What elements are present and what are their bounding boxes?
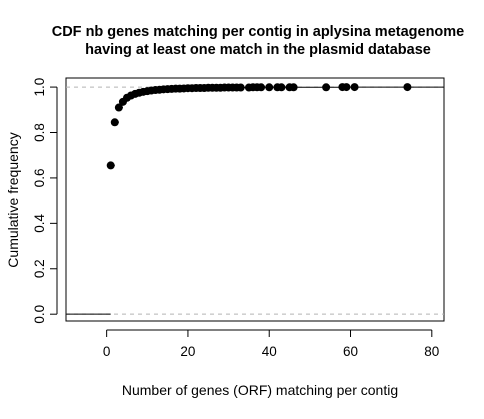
x-tick-label: 20 bbox=[180, 344, 195, 359]
data-point bbox=[342, 83, 351, 92]
data-point bbox=[114, 103, 123, 112]
x-tick-label: 60 bbox=[343, 344, 358, 359]
step-segments bbox=[66, 86, 444, 315]
data-point bbox=[257, 83, 266, 92]
y-tick-label: 0.4 bbox=[32, 213, 47, 232]
plot-frame bbox=[65, 77, 445, 322]
chart-title-line-1: CDF nb genes matching per contig in aply… bbox=[52, 24, 465, 40]
data-point bbox=[322, 83, 331, 92]
x-axis-label: Number of genes (ORF) matching per conti… bbox=[122, 382, 398, 398]
data-points bbox=[106, 83, 412, 170]
y-tick-label: 0.2 bbox=[32, 259, 47, 278]
y-tick-label: 1.0 bbox=[32, 78, 47, 97]
x-axis: 0 20 40 60 80 bbox=[103, 329, 439, 359]
data-point bbox=[350, 83, 359, 92]
y-tick-label: 0.8 bbox=[32, 123, 47, 142]
y-tick-label: 0.6 bbox=[32, 169, 47, 188]
data-point bbox=[236, 83, 245, 92]
y-axis: 0.0 0.2 0.4 0.6 0.8 1.0 bbox=[32, 78, 58, 324]
y-axis-label: Cumulative frequency bbox=[5, 132, 21, 267]
x-tick-label: 0 bbox=[103, 344, 111, 359]
chart-title-line-2: having at least one match in the plasmid… bbox=[85, 42, 431, 58]
data-point bbox=[106, 161, 115, 170]
x-tick-label: 40 bbox=[262, 344, 277, 359]
data-point bbox=[265, 83, 274, 92]
data-point bbox=[110, 118, 119, 127]
data-point bbox=[403, 83, 412, 92]
data-point bbox=[289, 83, 298, 92]
reference-lines bbox=[66, 86, 444, 315]
x-tick-label: 80 bbox=[424, 344, 439, 359]
y-tick-label: 0.0 bbox=[32, 305, 47, 324]
data-point bbox=[277, 83, 286, 92]
